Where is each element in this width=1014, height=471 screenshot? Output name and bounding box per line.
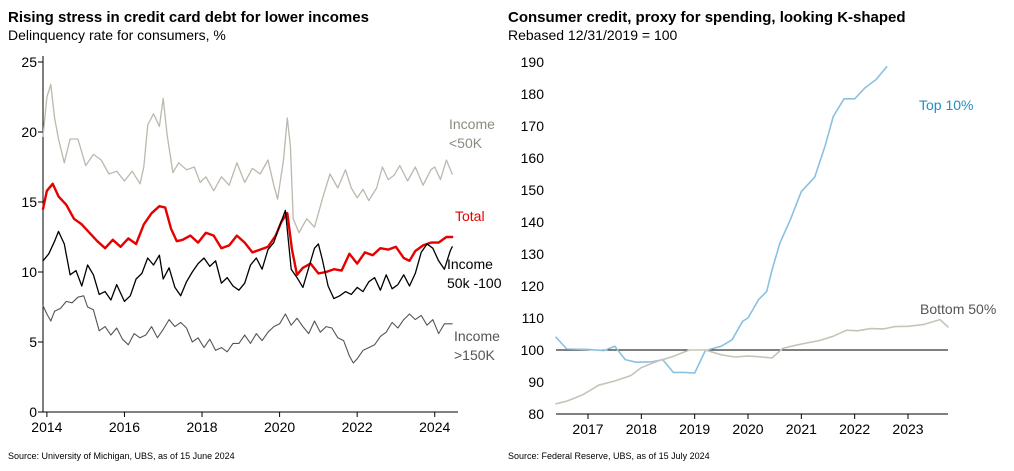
right-y-tick-label: 120	[521, 278, 545, 294]
left-x-tick-label: 2016	[109, 419, 140, 435]
series-line-bottom-50	[555, 318, 949, 405]
left-y-tick-label: 0	[29, 404, 37, 420]
right-line-chart: 80 90 100 110 120 130 140 150 160 170 180 190 2017 20…	[521, 54, 997, 437]
series-line-top-10	[555, 66, 888, 374]
left-y-tick-label: 10	[21, 264, 37, 280]
left-chart-source: Source: University of Michigan, UBS, as …	[8, 451, 235, 461]
left-x-tick-label: 2024	[419, 419, 450, 435]
series-line-income-50k	[42, 83, 453, 234]
right-y-tick-label: 170	[521, 118, 545, 134]
left-x-tick-label: 2014	[31, 419, 62, 435]
left-y-tick-label: 25	[21, 54, 37, 70]
series-line-income-50k-100k	[42, 209, 453, 303]
right-x-tick-label: 2018	[626, 421, 657, 437]
right-y-tick-label: 90	[528, 374, 544, 390]
left-x-tick-label: 2020	[264, 419, 295, 435]
right-x-tick-label: 2022	[839, 421, 870, 437]
series-line-total	[41, 182, 454, 276]
right-y-tick-label: 130	[521, 246, 545, 262]
right-y-tick-label: 190	[521, 54, 545, 70]
series-label-total: Total	[455, 208, 485, 224]
right-y-tick-label: 140	[521, 214, 545, 230]
right-y-tick-label: 150	[521, 182, 545, 198]
left-chart-title: Rising stress in credit card debt for lo…	[8, 9, 369, 26]
left-x-tick-label: 2018	[186, 419, 217, 435]
left-line-chart: 0 5 10 15 20 25 2014 2016 2018 2020 2022 2024 Income…	[21, 54, 502, 435]
right-chart-subtitle: Rebased 12/31/2019 = 100	[508, 27, 678, 43]
right-x-tick-label: 2021	[786, 421, 817, 437]
left-y-tick-label: 20	[21, 124, 37, 140]
series-line-income-150k	[42, 295, 453, 364]
right-x-tick-label: 2023	[892, 421, 923, 437]
right-y-tick-label: 110	[522, 310, 545, 326]
right-x-tick-label: 2020	[732, 421, 763, 437]
right-y-tick-label: 180	[521, 86, 545, 102]
series-label-bottom-50: Bottom 50%	[920, 301, 996, 317]
series-label-income-150k: Income >150K	[454, 328, 500, 363]
right-x-tick-label: 2019	[679, 421, 710, 437]
right-y-tick-label: 80	[528, 406, 544, 422]
right-y-tick-label: 100	[521, 342, 545, 358]
left-chart-subtitle: Delinquency rate for consumers, %	[8, 27, 226, 43]
left-x-tick-label: 2022	[342, 419, 373, 435]
right-chart-source: Source: Federal Reserve, UBS, as of 15 J…	[508, 451, 710, 461]
right-x-tick-label: 2017	[572, 421, 603, 437]
series-label-income-50k: Income <50K	[449, 116, 495, 151]
left-y-tick-label: 15	[21, 194, 37, 210]
right-y-tick-label: 160	[521, 150, 545, 166]
right-chart-title: Consumer credit, proxy for spending, loo…	[508, 9, 906, 26]
left-y-tick-label: 5	[29, 334, 37, 350]
series-label-top-10: Top 10%	[919, 97, 973, 113]
series-label-income-50k-100k: Income 50k -100	[447, 256, 502, 291]
